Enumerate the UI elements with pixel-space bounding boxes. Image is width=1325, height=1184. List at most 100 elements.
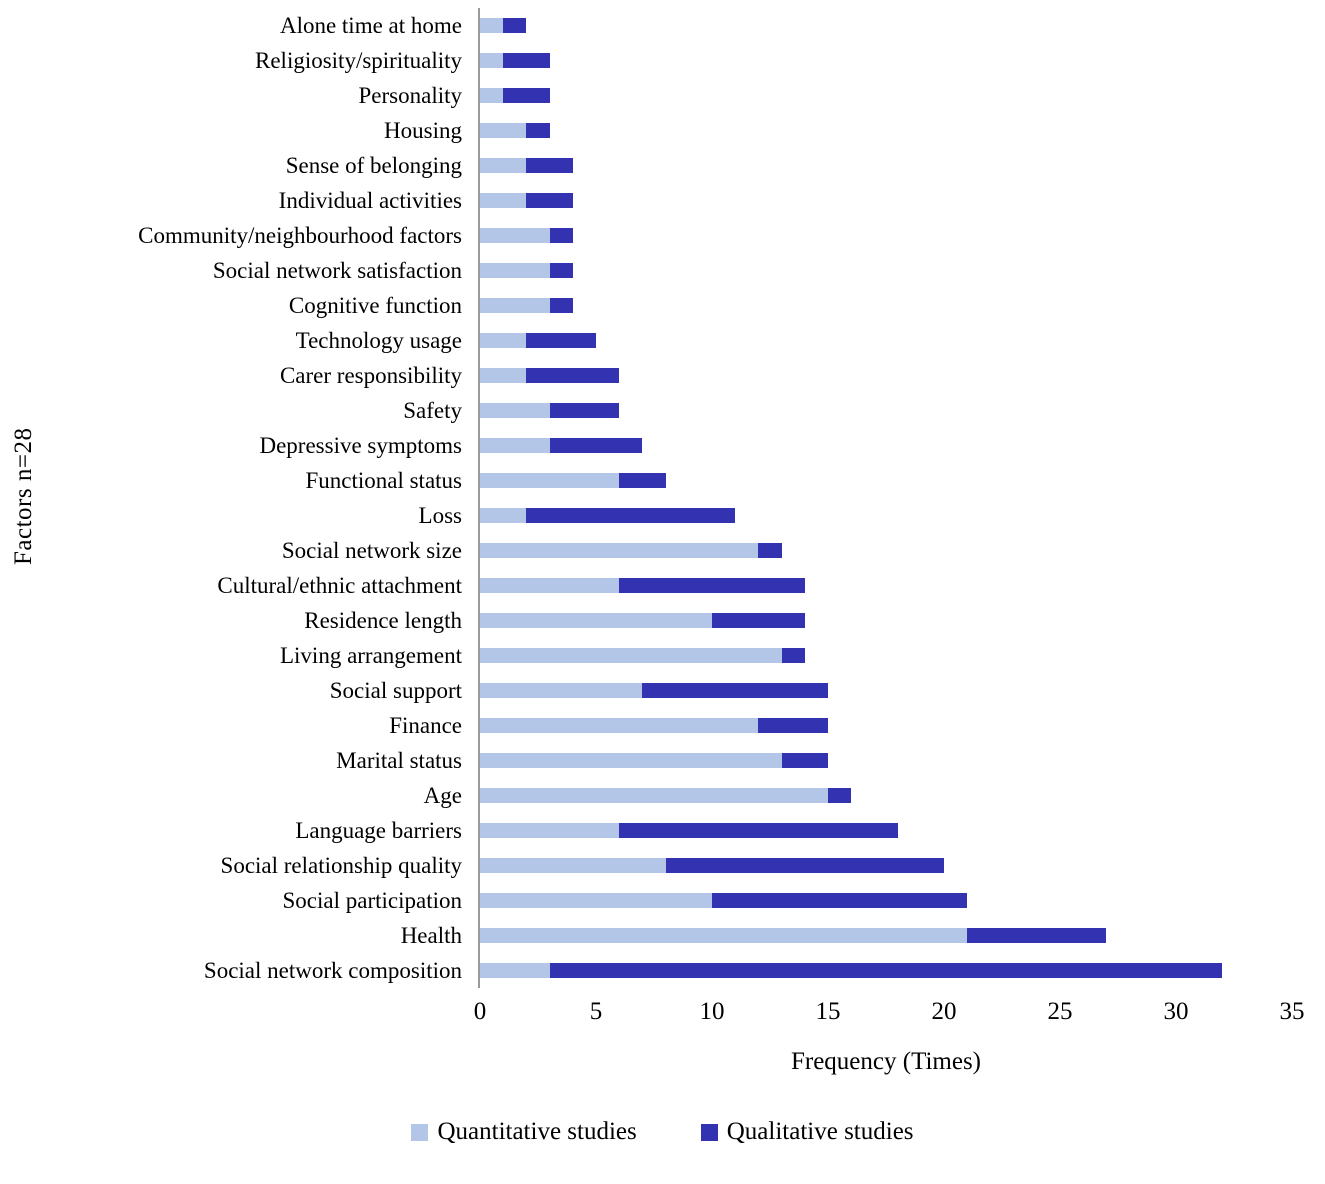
bar-segment-qualitative [549,963,1223,978]
chart-figure: Factors n=28 Alone time at home Religiosi… [0,8,1325,1146]
chart-row: Functional status [0,463,1325,498]
chart-row: Safety [0,393,1325,428]
category-label: Social network composition [203,957,462,983]
bar-segment-qualitative [526,193,573,208]
bar-segment-qualitative [503,53,550,68]
chart-row: Age [0,778,1325,813]
category-label: Sense of belonging [285,152,462,178]
x-tick-label: 10 [699,998,725,1025]
bar-segment-quantitative [480,753,782,768]
chart-row: Social network size [0,533,1325,568]
legend-item: Qualitative studies [700,1118,914,1146]
bar-segment-qualitative [526,158,573,173]
bar-segment-quantitative [480,928,968,943]
bar-segment-quantitative [480,963,550,978]
bar-segment-quantitative [480,53,504,68]
category-label: Technology usage [295,327,462,353]
bar-track [478,218,1292,253]
category-label: Health [400,922,462,948]
chart-row: Community/neighbourhood factors [0,218,1325,253]
bar-segment-quantitative [480,473,620,488]
bar-segment-qualitative [758,543,782,558]
category-label: Housing [384,117,462,143]
x-tick-label: 5 [589,998,603,1025]
bar-track [478,883,1292,918]
chart-row: Carer responsibility [0,358,1325,393]
bar-segment-quantitative [480,228,550,243]
bar-segment-qualitative [967,928,1107,943]
chart-row: Social support [0,673,1325,708]
chart-row: Sense of belonging [0,148,1325,183]
chart-row: Loss [0,498,1325,533]
bar-segment-quantitative [480,893,712,908]
bar-track [478,358,1292,393]
x-tick-label: 15 [815,998,841,1025]
category-label: Language barriers [295,817,462,843]
bar-track [478,743,1292,778]
category-label: Social support [329,677,462,703]
bar-segment-quantitative [480,88,504,103]
chart-row: Social network satisfaction [0,253,1325,288]
chart-row: Residence length [0,603,1325,638]
bar-segment-quantitative [480,333,527,348]
bar-track [478,78,1292,113]
bar-segment-qualitative [549,438,643,453]
bar-track [478,708,1292,743]
bar-segment-quantitative [480,263,550,278]
bar-segment-quantitative [480,123,527,138]
bar-segment-qualitative [712,613,805,628]
bar-segment-quantitative [480,193,527,208]
chart-row: Cultural/ethnic attachment [0,568,1325,603]
x-tick-label: 25 [1047,998,1073,1025]
category-label: Safety [403,397,462,423]
bar-segment-quantitative [480,823,620,838]
bar-track [478,393,1292,428]
category-label: Depressive symptoms [259,432,462,458]
bar-segment-qualitative [712,893,968,908]
bar-track [478,778,1292,813]
chart-row: Housing [0,113,1325,148]
bar-segment-qualitative [642,683,828,698]
chart-row: Language barriers [0,813,1325,848]
bar-track [478,498,1292,533]
category-label: Functional status [305,467,462,493]
bar-segment-qualitative [665,858,944,873]
bar-segment-quantitative [480,858,666,873]
bar-segment-quantitative [480,18,504,33]
category-label: Loss [418,502,462,528]
bar-segment-qualitative [619,473,666,488]
bar-segment-quantitative [480,403,550,418]
chart-row: Personality [0,78,1325,113]
bar-track [478,183,1292,218]
bar-segment-qualitative [619,823,898,838]
category-label: Cognitive function [288,292,462,318]
legend-swatch-icon [411,1123,429,1141]
bar-track [478,568,1292,603]
category-label: Residence length [304,607,462,633]
chart-row: Finance [0,708,1325,743]
chart-row: Marital status [0,743,1325,778]
category-label: Finance [389,712,462,738]
bar-segment-qualitative [549,228,573,243]
legend-label: Quantitative studies [437,1118,637,1145]
category-label: Social network satisfaction [212,257,462,283]
bar-segment-qualitative [549,298,573,313]
category-label: Social network size [281,537,462,563]
bar-segment-quantitative [480,648,782,663]
bar-segment-quantitative [480,683,643,698]
bar-segment-qualitative [781,753,828,768]
chart-rows: Alone time at home Religiosity/spirituali… [0,8,1325,988]
bar-segment-qualitative [781,648,805,663]
bar-track [478,323,1292,358]
bar-track [478,848,1292,883]
bar-segment-qualitative [526,333,596,348]
bar-track [478,638,1292,673]
legend-swatch-icon [700,1123,718,1141]
bar-track [478,533,1292,568]
chart-row: Alone time at home [0,8,1325,43]
bar-track [478,463,1292,498]
y-axis-title: Factors n=28 [10,427,37,565]
bar-segment-qualitative [526,123,550,138]
category-label: Community/neighbourhood factors [138,222,462,248]
x-axis-ticks: 0 5 10 15 20 25 30 35 [474,998,1305,1032]
